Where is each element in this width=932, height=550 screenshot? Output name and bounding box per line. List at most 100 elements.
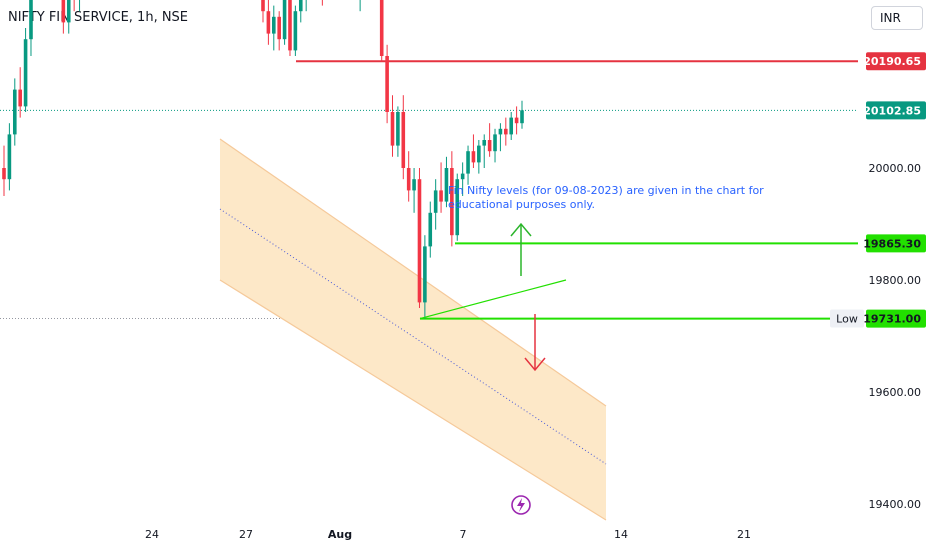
resistance-tag-2-text: 20190.65 — [863, 55, 921, 68]
candle-body — [460, 173, 465, 180]
candle — [73, 0, 75, 12]
candle-body — [2, 168, 6, 180]
candle-body — [61, 0, 66, 23]
y-tick-label: 20000.00 — [869, 162, 922, 175]
candle-body — [66, 0, 71, 23]
candle-body — [439, 190, 443, 202]
down-arrow-head — [524, 357, 546, 372]
candle — [390, 95, 395, 157]
last-price-tag-bg — [866, 101, 926, 120]
candle-body — [423, 246, 427, 303]
candle-body — [433, 190, 438, 213]
candle — [18, 67, 22, 118]
channel-fill — [220, 139, 606, 520]
last-price-tag-text: 20102.85 — [863, 104, 921, 117]
candle — [282, 0, 287, 45]
candle-body — [514, 117, 519, 124]
candle — [471, 134, 476, 168]
y-tick-label: 19800.00 — [869, 274, 922, 287]
trend-line-up — [419, 279, 567, 320]
support-tag-2-bg — [866, 309, 926, 328]
candle — [271, 5, 276, 51]
candle — [79, 0, 81, 12]
candle-body — [18, 89, 22, 107]
level-lines — [296, 60, 858, 320]
candle-body — [509, 117, 514, 135]
candle-body — [293, 11, 298, 51]
candle-body — [271, 16, 276, 34]
candle — [359, 0, 361, 12]
annotation-text: Fin Nifty levels (for 09-08-2023) are gi… — [448, 184, 764, 211]
candle — [29, 0, 33, 56]
candle — [305, 0, 307, 12]
support-tag-1-bg — [866, 234, 926, 253]
lightning-icon[interactable] — [511, 495, 531, 515]
candle — [385, 44, 389, 124]
candle-body — [477, 145, 481, 163]
up-arrow-head — [510, 222, 532, 237]
last-price-tag: 20102.85 — [863, 101, 926, 120]
candle-body — [406, 168, 411, 191]
x-tick-label: 21 — [737, 528, 751, 541]
candle-body — [487, 140, 492, 152]
low-tag-label-bg — [830, 309, 864, 328]
candle-body — [29, 0, 33, 40]
candle-body — [282, 0, 287, 40]
candle — [498, 123, 503, 152]
candle — [477, 140, 481, 174]
candle — [66, 0, 71, 34]
candle-body — [266, 11, 271, 34]
annotation-box: Fin Nifty levels (for 09-08-2023) are gi… — [448, 184, 764, 211]
x-tick-label: Aug — [328, 528, 352, 541]
candle — [277, 11, 281, 51]
candle — [450, 151, 454, 247]
candle — [396, 106, 400, 157]
candle — [466, 145, 470, 185]
support-tag-1-text: 19865.30 — [863, 237, 921, 250]
candle-body — [493, 134, 497, 152]
candle-body — [455, 179, 460, 236]
candle — [298, 0, 303, 23]
down-arrow — [524, 314, 546, 372]
candle-body — [288, 0, 292, 51]
support-tag-2: 19731.00 — [863, 309, 926, 328]
candle-body — [396, 112, 400, 146]
candle — [2, 145, 6, 196]
candle — [23, 28, 28, 112]
candle-body — [520, 110, 524, 124]
candle — [520, 100, 524, 129]
resistance-tag-2: 20190.65 — [863, 52, 926, 71]
candle — [439, 162, 443, 213]
x-tick-label: 7 — [460, 528, 467, 541]
candle — [406, 151, 411, 202]
y-axis: 21000.0020800.0020600.0020000.0019800.00… — [869, 162, 922, 511]
symbol-title: NIFTY FIN SERVICE, 1h, NSE — [8, 10, 189, 25]
candle — [482, 134, 487, 168]
candle-body — [466, 151, 470, 174]
candle — [514, 106, 519, 135]
resistance-tag-2-bg — [866, 52, 926, 71]
candle-body — [504, 128, 508, 135]
candle — [504, 117, 508, 146]
candles — [2, 0, 524, 319]
candle — [444, 156, 449, 208]
candle-body — [450, 168, 454, 236]
candle — [12, 78, 17, 146]
candle-body — [12, 89, 17, 135]
candle — [266, 0, 271, 45]
candle — [455, 173, 460, 241]
y-tick-label: 19600.00 — [869, 386, 922, 399]
candle — [493, 128, 497, 163]
candle-body — [385, 56, 389, 112]
candle — [433, 179, 438, 230]
x-tick-label: 14 — [614, 528, 628, 541]
candle — [509, 112, 514, 140]
x-axis: 24 27 Aug 7 14 21 — [145, 528, 751, 541]
candle-body — [390, 112, 395, 146]
currency-selector[interactable]: INR — [871, 6, 923, 30]
x-tick-label: 27 — [239, 528, 253, 541]
candle — [460, 162, 465, 196]
candle-body — [482, 140, 487, 146]
candle-body — [23, 39, 28, 107]
